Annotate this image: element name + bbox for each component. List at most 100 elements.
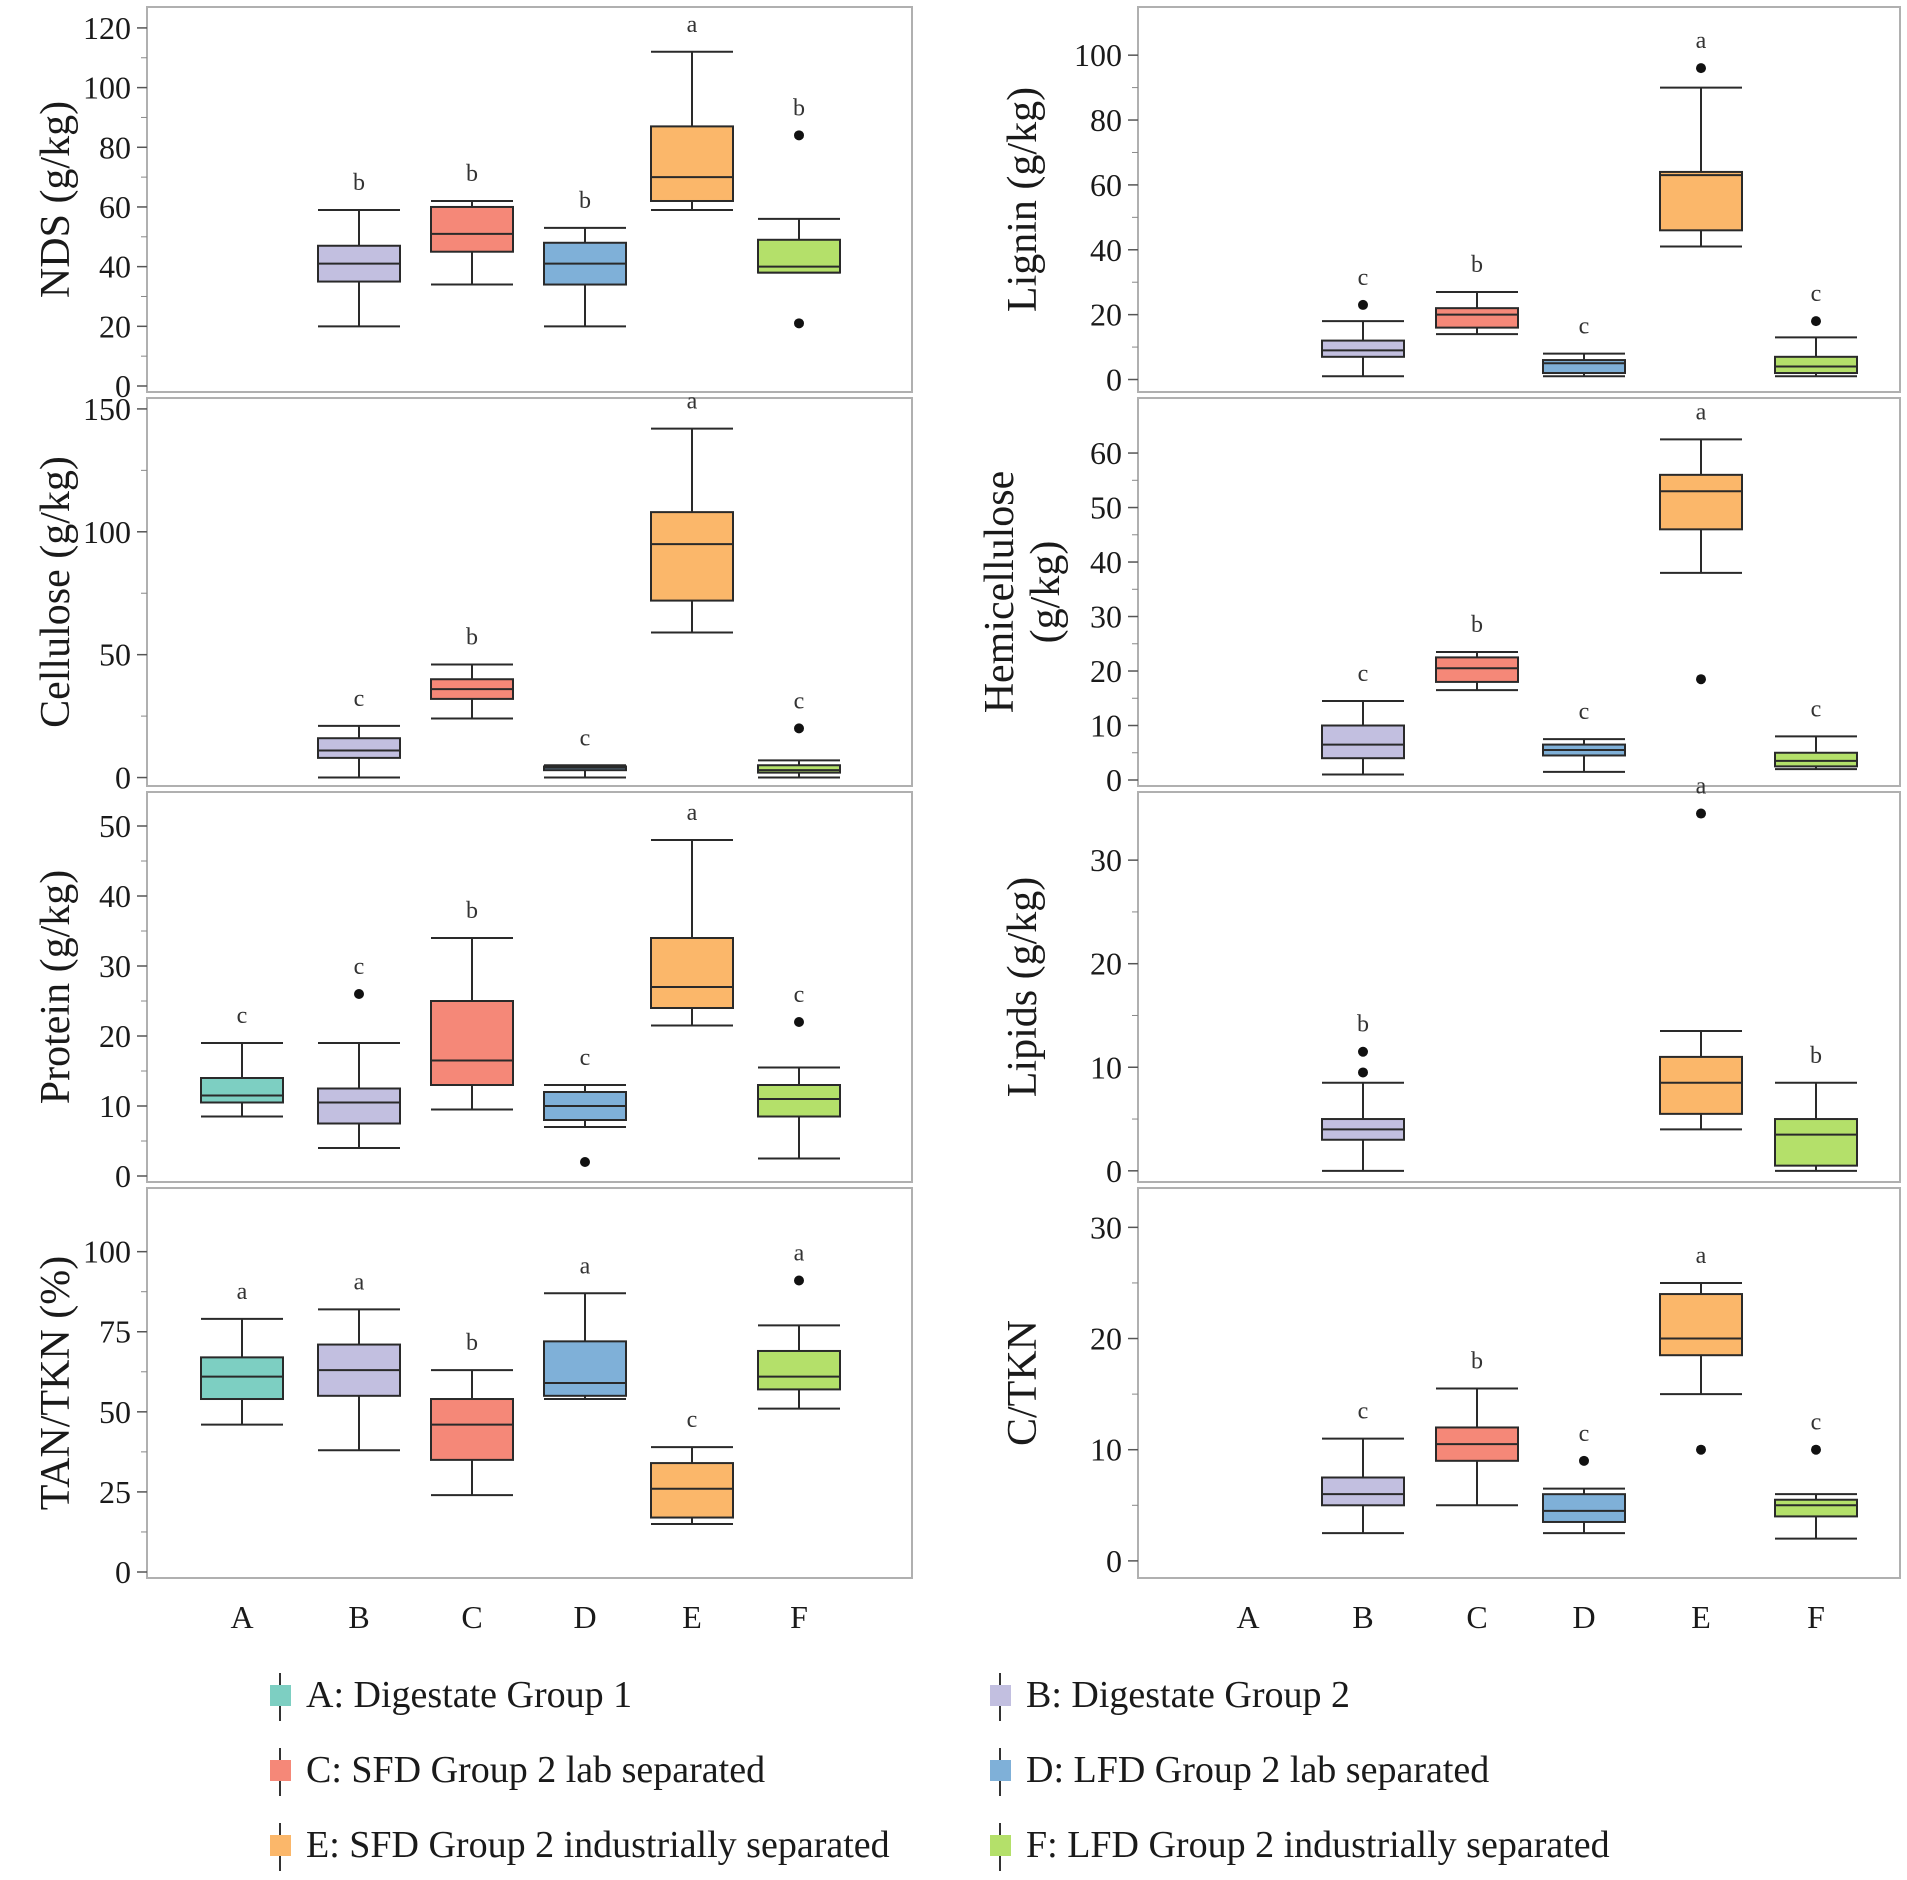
iqr-box (1542, 1493, 1626, 1523)
iqr-box (757, 1084, 841, 1118)
box-A: c (200, 1003, 284, 1118)
y-axis-title: TAN/TKN (%) (33, 1256, 79, 1510)
y-tick-label: 20 (99, 1018, 131, 1054)
box-A: a (200, 1279, 284, 1426)
y-axis-title-line: Hemicellulose (977, 471, 1023, 714)
box-C: b (1435, 1349, 1519, 1507)
iqr-box (317, 737, 401, 759)
y-tick-label: 10 (1090, 1049, 1122, 1085)
significance-letter: b (793, 95, 805, 121)
significance-letter: b (1471, 252, 1483, 278)
box-C: b (430, 624, 514, 720)
iqr-box (430, 1000, 514, 1086)
box-F: b (757, 95, 841, 329)
box-F: c (1774, 696, 1858, 771)
iqr-box (200, 1077, 284, 1104)
legend-label: F: LFD Group 2 industrially separated (1026, 1824, 1610, 1866)
legend-swatch (990, 1835, 1011, 1856)
y-tick-label: 40 (1090, 232, 1122, 268)
y-tick-label: 30 (99, 948, 131, 984)
y-axis-title: Hemicellulose(g/kg) (977, 471, 1069, 714)
significance-letter: c (1579, 699, 1590, 725)
y-tick-label: 25 (99, 1474, 131, 1510)
x-category-label: D (573, 1599, 596, 1635)
box-C: b (1435, 612, 1519, 692)
box-F: c (757, 688, 841, 779)
y-tick-label: 10 (1090, 1432, 1122, 1468)
iqr-box (650, 511, 734, 602)
box-B: b (317, 170, 401, 328)
box-E: a (1659, 399, 1743, 685)
iqr-box (1774, 751, 1858, 768)
y-axis-title-line: C/TKN (1000, 1320, 1046, 1446)
significance-letter: c (1811, 696, 1822, 722)
iqr-box (543, 1340, 627, 1397)
iqr-box (1659, 170, 1743, 232)
x-category-label: E (1691, 1599, 1711, 1635)
legend-label: B: Digestate Group 2 (1026, 1674, 1350, 1716)
significance-letter: c (354, 686, 365, 712)
outlier-point (1811, 1444, 1821, 1455)
y-tick-label: 80 (1090, 102, 1122, 138)
y-tick-label: 0 (1106, 1543, 1122, 1579)
significance-letter: c (1579, 1421, 1590, 1447)
y-tick-label: 40 (99, 878, 131, 914)
significance-letter: c (1579, 314, 1590, 340)
box-E: a (1659, 1243, 1743, 1455)
significance-letter: b (579, 188, 591, 214)
significance-letter: c (1358, 661, 1369, 687)
iqr-box (1659, 1055, 1743, 1115)
y-tick-label: 80 (99, 129, 131, 165)
y-tick-label: 100 (83, 70, 131, 106)
x-category-label: C (1466, 1599, 1487, 1635)
box-B: c (317, 686, 401, 779)
significance-letter: a (1696, 28, 1707, 54)
y-tick-label: 30 (1090, 1209, 1122, 1245)
significance-letter: b (466, 161, 478, 187)
outlier-point (1696, 674, 1706, 685)
y-axis-title-line: Cellulose (g/kg) (33, 456, 79, 728)
y-tick-label: 0 (115, 760, 131, 796)
y-axis-title: Protein (g/kg) (33, 870, 79, 1104)
y-tick-label: 40 (99, 249, 131, 285)
legend-item-D: D: LFD Group 2 lab separated (990, 1748, 1489, 1796)
y-tick-label: 20 (99, 308, 131, 344)
panel-frame (1137, 791, 1901, 1183)
iqr-box (1659, 473, 1743, 531)
significance-letter: b (1471, 1349, 1483, 1375)
y-tick-label: 20 (1090, 1321, 1122, 1357)
box-D: c (543, 1045, 627, 1167)
y-tick-label: 50 (99, 637, 131, 673)
y-tick-label: 40 (1090, 544, 1122, 580)
outlier-point (1579, 1455, 1589, 1466)
iqr-box (1542, 359, 1626, 375)
y-axis-title-line: Lignin (g/kg) (1000, 87, 1046, 312)
box-D: b (543, 188, 627, 328)
outlier-point (580, 1157, 590, 1167)
x-category-label: A (230, 1599, 253, 1635)
box-E: a (1659, 28, 1743, 248)
iqr-box (757, 1349, 841, 1391)
y-axis-title: NDS (g/kg) (33, 101, 79, 298)
iqr-box (650, 125, 734, 202)
significance-letter: a (580, 1253, 591, 1279)
legend-item-A: A: Digestate Group 1 (270, 1673, 632, 1721)
significance-letter: b (1810, 1043, 1822, 1069)
y-axis-title: Lipids (g/kg) (1000, 877, 1046, 1097)
significance-letter: c (580, 725, 591, 751)
iqr-box (430, 205, 514, 253)
y-tick-label: 10 (99, 1088, 131, 1124)
box-C: b (430, 898, 514, 1111)
significance-letter: b (353, 170, 365, 196)
significance-letter: a (1696, 399, 1707, 425)
y-tick-label: 150 (83, 391, 131, 427)
y-axis-title: Cellulose (g/kg) (33, 456, 79, 728)
x-category-label: B (348, 1599, 369, 1635)
box-D: c (1542, 314, 1626, 378)
box-C: b (430, 1330, 514, 1497)
outlier-point (1811, 316, 1821, 327)
y-tick-label: 50 (1090, 490, 1122, 526)
iqr-box (317, 1087, 401, 1125)
